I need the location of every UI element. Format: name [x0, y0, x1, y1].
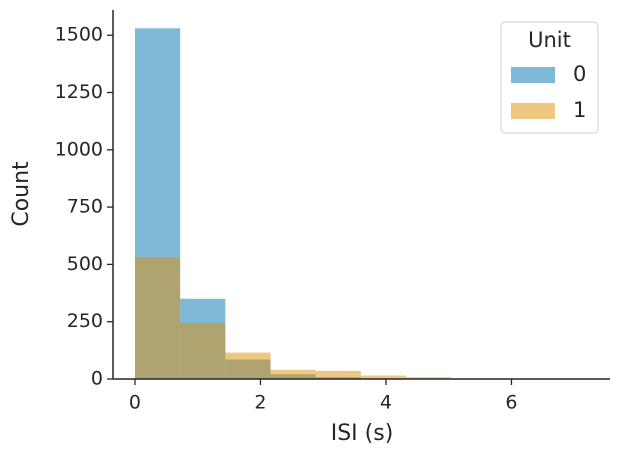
x-tick-label: 6 — [505, 392, 517, 414]
y-tick-label: 1500 — [55, 24, 103, 46]
histogram-bar — [180, 322, 226, 379]
legend-label: 0 — [573, 62, 586, 86]
x-tick-label: 0 — [129, 392, 141, 414]
histogram-bar — [270, 369, 316, 379]
y-tick-label: 1000 — [55, 138, 103, 160]
histogram-bar — [406, 377, 452, 379]
histogram-bar — [315, 370, 361, 379]
y-tick-label: 750 — [67, 196, 103, 218]
histogram-bar — [134, 257, 181, 379]
legend-swatch — [511, 67, 555, 83]
legend-title: Unit — [528, 28, 571, 52]
histogram-bar — [225, 352, 271, 379]
y-axis-label: Count — [9, 161, 34, 227]
x-axis-label: ISI (s) — [331, 421, 394, 446]
legend-label: 1 — [573, 98, 586, 122]
y-tick-label: 500 — [67, 253, 103, 275]
y-tick-label: 0 — [91, 368, 103, 390]
histogram-bar — [360, 375, 407, 379]
legend-swatch — [511, 103, 555, 119]
x-tick-label: 2 — [254, 392, 266, 414]
y-tick-label: 1250 — [55, 81, 103, 103]
y-tick-label: 250 — [67, 310, 103, 332]
x-tick-label: 4 — [380, 392, 392, 414]
